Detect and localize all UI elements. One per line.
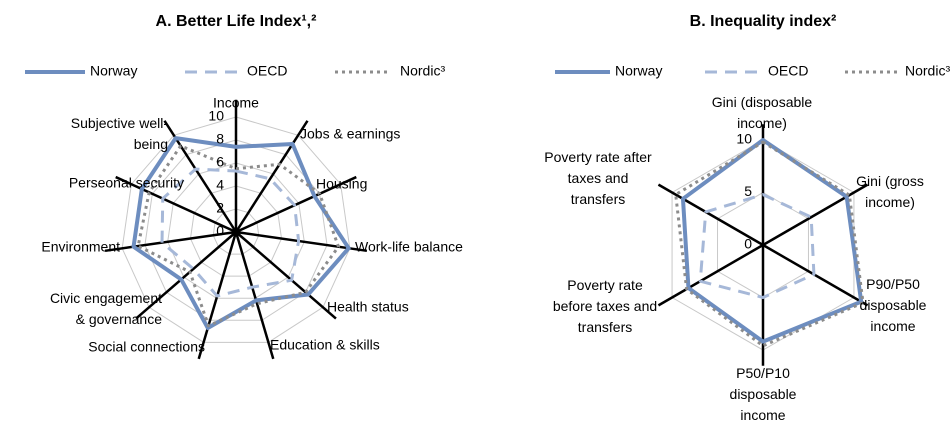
axis-label: Education & skills — [270, 337, 380, 353]
tick-label: 6 — [216, 154, 224, 170]
axis-label: Jobs & earnings — [300, 126, 400, 142]
axis-line — [115, 175, 237, 234]
tick-label: 10 — [208, 108, 224, 124]
grid-ring — [212, 208, 260, 255]
axis-label: Civic engagement & governance — [50, 290, 162, 327]
axis-line — [235, 175, 357, 234]
tick-label: 8 — [216, 131, 224, 147]
axis-line — [657, 243, 764, 307]
axis-label: Poverty rate after taxes and transfers — [544, 149, 652, 207]
grid-ring — [167, 162, 305, 299]
chart-title: B. Inequality index² — [690, 13, 837, 30]
axis-label: Gini (disposable income) — [712, 94, 813, 131]
legend-label: OECD — [247, 63, 287, 79]
legend-label: Nordic³ — [905, 63, 950, 79]
axis-line — [762, 243, 869, 307]
tick-label: 2 — [216, 200, 224, 216]
series-line — [160, 167, 301, 298]
axis-label: Work-life balance — [355, 239, 463, 255]
grid-ring — [189, 185, 283, 277]
legend-label: OECD — [768, 63, 808, 79]
axis-line — [657, 183, 764, 247]
tick-label: 0 — [216, 223, 224, 239]
tick-label: 5 — [744, 183, 752, 199]
grid-ring — [144, 139, 328, 321]
series-line — [680, 138, 864, 344]
axis-line — [104, 230, 237, 253]
axis-label: Income — [213, 95, 259, 111]
axis-label: Subjective well-being — [71, 115, 169, 152]
series-line — [698, 193, 816, 299]
tick-label: 10 — [736, 131, 752, 147]
legend-label: Norway — [615, 63, 662, 79]
series-line — [136, 144, 340, 328]
grid-ring — [121, 116, 351, 343]
tick-label: 0 — [744, 236, 752, 252]
axis-label: Housing — [316, 176, 367, 192]
axis-label: Environment — [41, 239, 120, 255]
axis-label: P50/P10 disposable income — [730, 365, 797, 421]
chart-title: A. Better Life Index¹,² — [156, 13, 317, 30]
axis-label: Health status — [327, 299, 409, 315]
axis-label: Perseonal security — [69, 175, 184, 191]
axis-label: Poverty rate before taxes and transfers — [553, 277, 657, 335]
axis-label: P90/P50 disposable income — [860, 276, 927, 334]
axis-label: Social connections — [88, 339, 205, 355]
axis-line — [235, 231, 337, 320]
axis-line — [235, 230, 368, 253]
legend-label: Norway — [90, 63, 137, 79]
tick-label: 4 — [216, 177, 224, 193]
legend-label: Nordic³ — [400, 63, 445, 79]
axis-label: Gini (gross income) — [856, 173, 924, 210]
axis-line — [234, 231, 275, 360]
axis-line — [762, 183, 869, 247]
axis-line — [135, 231, 237, 320]
axis-line — [234, 120, 309, 233]
